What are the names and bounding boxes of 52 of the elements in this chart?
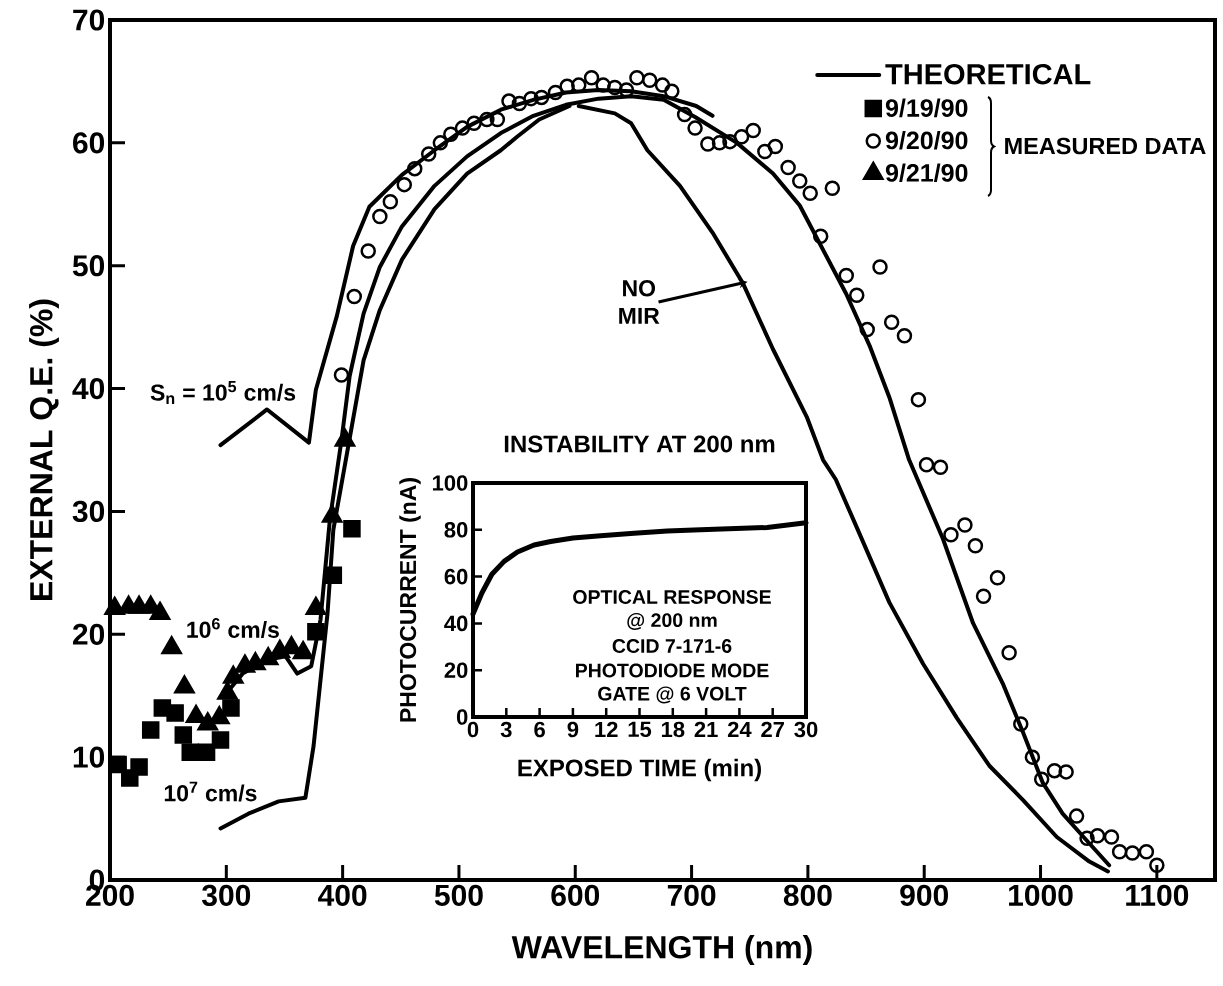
x-tick-label: 27: [761, 721, 784, 738]
annotation: GATE @ 6 VOLT: [598, 686, 747, 704]
annotation: CCID 7-171-6: [612, 639, 732, 653]
legend-label: 9/20/90: [885, 130, 968, 150]
y-tick-label: 0: [456, 709, 468, 725]
legend-label: 9/21/90: [885, 163, 968, 183]
y-tick-label: 40: [72, 377, 105, 400]
x-axis-title: EXPOSED TIME (min): [518, 758, 761, 782]
annotation: PHOTODIODE MODE: [576, 663, 769, 678]
x-tick-label: 700: [667, 884, 716, 906]
x-tick-label: 24: [727, 721, 752, 738]
x-tick-label: 3: [500, 721, 512, 738]
x-tick-label: 0: [467, 721, 479, 738]
x-tick-label: 12: [595, 721, 618, 738]
x-tick-label: 1100: [1126, 884, 1189, 906]
y-axis-title: EXTERNAL Q.E. (%): [29, 299, 59, 600]
x-tick-label: 21: [694, 721, 718, 738]
y-tick-label: 20: [444, 662, 468, 678]
y-tick-label: 60: [73, 132, 105, 154]
annotation: MEASURED DATA: [1005, 137, 1206, 155]
y-tick-label: 50: [72, 255, 105, 277]
x-tick-label: 9: [567, 721, 579, 738]
annotation: 10$^{7}$ cm/s: [164, 781, 257, 802]
annotation: NO MIR: [619, 280, 660, 324]
y-tick-label: 40: [444, 615, 468, 632]
x-tick-label: 15: [628, 721, 652, 738]
y-tick-label: 60: [444, 568, 468, 585]
x-tick-label: 400: [318, 884, 367, 906]
y-tick-label: 10: [73, 746, 105, 768]
legend-label: 9/19/90: [885, 98, 968, 118]
annotation: @ 200 nm: [627, 613, 717, 630]
legend-label: THEORETICAL: [885, 63, 1091, 85]
annotation: OPTICAL RESPONSE: [573, 590, 771, 604]
y-tick-label: 70: [73, 9, 105, 31]
x-tick-label: 900: [900, 884, 948, 906]
annotation: 10$^{6}$ cm/s: [187, 618, 279, 639]
x-tick-label: 18: [661, 721, 685, 738]
y-tick-label: 100: [432, 475, 468, 491]
y-tick-label: 80: [444, 522, 468, 538]
x-tick-label: 600: [551, 884, 600, 906]
x-tick-label: 300: [201, 884, 251, 906]
y-tick-label: 30: [72, 500, 105, 523]
x-tick-label: 500: [434, 884, 483, 906]
y-tick-label: 20: [72, 623, 105, 645]
x-axis-title: WAVELENGTH (nm): [511, 935, 812, 965]
x-tick-label: 30: [794, 721, 818, 738]
x-tick-label: 800: [783, 884, 832, 906]
x-tick-label: 6: [534, 721, 545, 738]
y-axis-title: PHOTOCURRENT (nA): [399, 478, 421, 722]
x-tick-label: 1000: [1009, 884, 1073, 906]
annotation: S$_{n}$ = 10$^{5}$ cm/s: [150, 381, 296, 404]
chart-title: INSTABILITY AT 200 nm: [504, 435, 775, 453]
